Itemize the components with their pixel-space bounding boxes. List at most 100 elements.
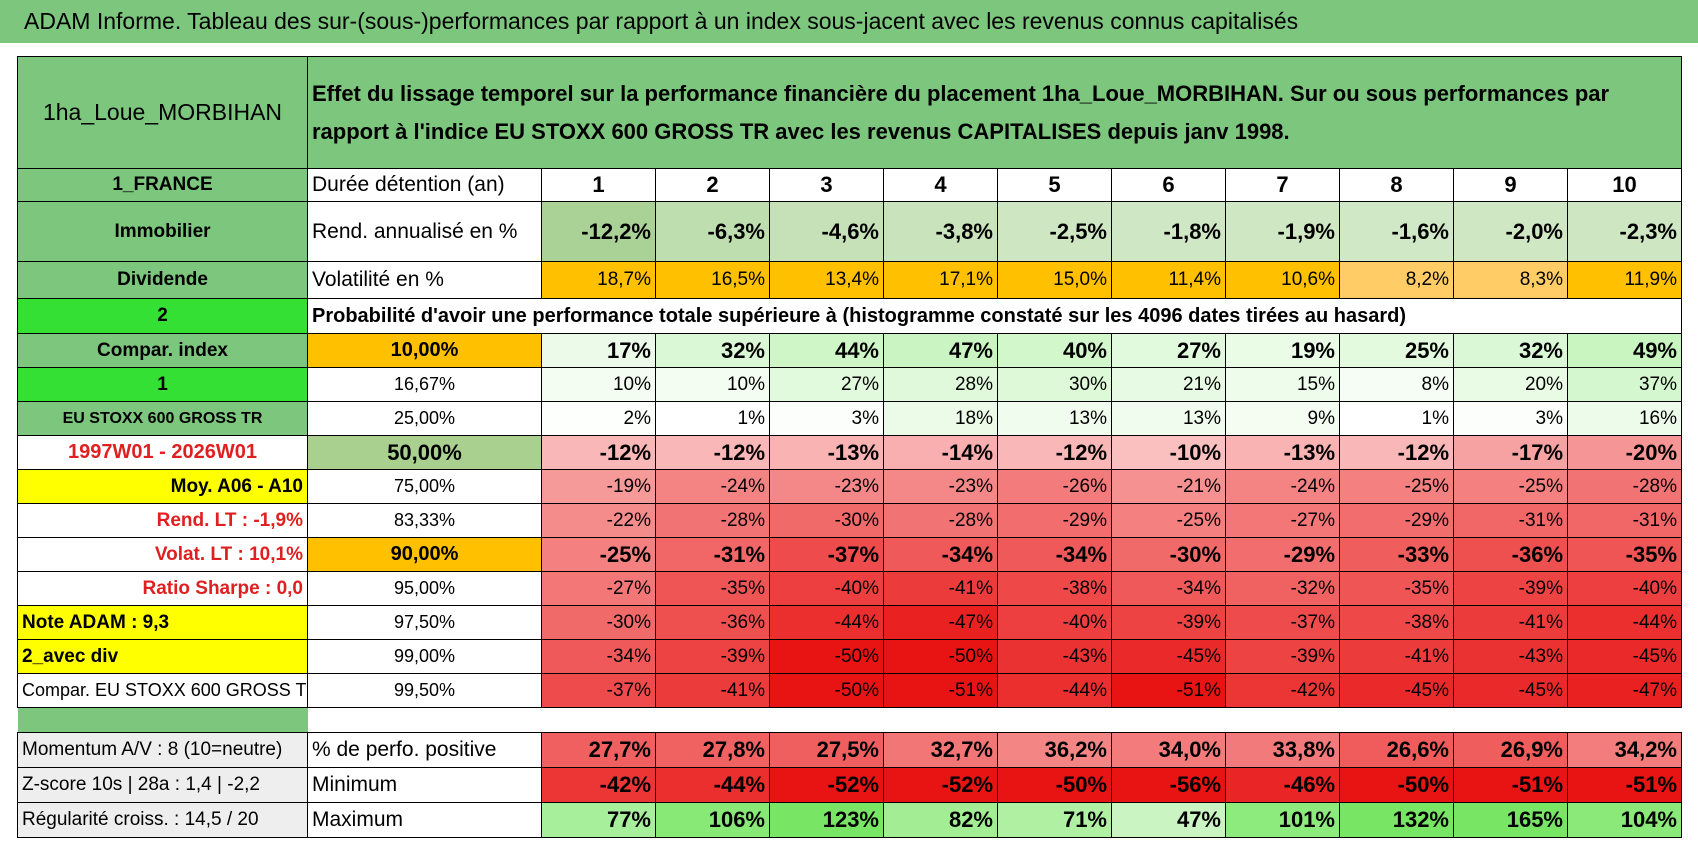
cell: 1%: [1339, 401, 1454, 436]
cell: -40%: [997, 605, 1112, 640]
cell: -44%: [997, 673, 1112, 708]
row-header: 97,50%: [307, 605, 542, 640]
cell: -21%: [1111, 469, 1226, 504]
cell: 13%: [1111, 401, 1226, 436]
cell: -13%: [1225, 435, 1340, 470]
cell: -40%: [1567, 571, 1682, 606]
cell: 17,1%: [883, 261, 998, 299]
cell: -45%: [1339, 673, 1454, 708]
cell: 106%: [655, 802, 770, 838]
table-row: EU STOXX 600 GROSS TR 25,00% 2% 1% 3% 18% 13% 1…: [17, 401, 1682, 436]
cell: 104%: [1567, 802, 1682, 838]
table-row: Dividende Volatilité en % 18,7% 16,5% 13,4% 1…: [17, 261, 1682, 299]
row-header: 99,50%: [307, 673, 542, 708]
cell: 44%: [769, 333, 884, 368]
cell: -24%: [1225, 469, 1340, 504]
cell: 7: [1225, 168, 1340, 202]
cell: -30%: [1111, 537, 1226, 572]
table-row: 1_FRANCE Durée détention (an) 1 2 3 4 5 6 7 8 9 10: [17, 168, 1682, 202]
cell: 32%: [655, 333, 770, 368]
table-row: Ratio Sharpe : 0,0 95,00% -27% -35% -40% -41%…: [17, 571, 1682, 606]
cell: -31%: [1567, 503, 1682, 538]
cell: 19%: [1225, 333, 1340, 368]
cell: -23%: [769, 469, 884, 504]
title-bar: ADAM Informe. Tableau des sur-(sous-)per…: [0, 0, 1698, 43]
cell: -35%: [655, 571, 770, 606]
cell: -45%: [1111, 639, 1226, 674]
row-header: Durée détention (an): [307, 168, 542, 202]
cell: -52%: [883, 767, 998, 803]
row-header: 99,00%: [307, 639, 542, 674]
cell: 9: [1453, 168, 1568, 202]
table-row: Immobilier Rend. annualisé en % -12,2% -6,3…: [17, 201, 1682, 262]
cell: -27%: [541, 571, 656, 606]
row-header: Volatilité en %: [307, 261, 542, 299]
cell: -6,3%: [655, 201, 770, 262]
cell: 2%: [541, 401, 656, 436]
row-header: % de perfo. positive: [307, 732, 542, 768]
cell: 82%: [883, 802, 998, 838]
cell: 47%: [883, 333, 998, 368]
cell: -39%: [1111, 605, 1226, 640]
row-header: Maximum: [307, 802, 542, 838]
cell: 10%: [541, 367, 656, 402]
cell: 18%: [883, 401, 998, 436]
cell: 101%: [1225, 802, 1340, 838]
cell: -24%: [655, 469, 770, 504]
row-header: Rend. annualisé en %: [307, 201, 542, 262]
table-row: Moy. A06 - A10 75,00% -19% -24% -23% -23% -26%…: [17, 469, 1682, 504]
cell: -19%: [541, 469, 656, 504]
cell: -41%: [883, 571, 998, 606]
cell: -2,3%: [1567, 201, 1682, 262]
cell: -51%: [1567, 767, 1682, 803]
spacer: [307, 707, 1682, 733]
spacer-row: [17, 707, 1682, 733]
cell: -22%: [541, 503, 656, 538]
cell: 27,7%: [541, 732, 656, 768]
cell: 20%: [1453, 367, 1568, 402]
table-row: Rend. LT : -1,9% 83,33% -22% -28% -30% -28% -2…: [17, 503, 1682, 538]
cell: -56%: [1111, 767, 1226, 803]
cell: -39%: [655, 639, 770, 674]
cell: -50%: [769, 673, 884, 708]
row-label: Z-score 10s | 28a : 1,4 | -2,2: [17, 767, 308, 803]
table-row: 2_avec div 99,00% -34% -39% -50% -50% -43% -45%…: [17, 639, 1682, 674]
table-row: Compar. index 10,00% 17% 32% 44% 47% 40% 27% 19%…: [17, 333, 1682, 368]
cell: -2,0%: [1453, 201, 1568, 262]
cell: 132%: [1339, 802, 1454, 838]
row-label: 2: [17, 298, 308, 334]
cell: -20%: [1567, 435, 1682, 470]
row-label: Immobilier: [17, 201, 308, 262]
cell: -25%: [1453, 469, 1568, 504]
cell: -40%: [769, 571, 884, 606]
cell: -38%: [997, 571, 1112, 606]
row-header: 95,00%: [307, 571, 542, 606]
cell: -33%: [1339, 537, 1454, 572]
cell: -36%: [1453, 537, 1568, 572]
cell: 25%: [1339, 333, 1454, 368]
row-label: Rend. LT : -1,9%: [17, 503, 308, 538]
cell: -12%: [997, 435, 1112, 470]
cell: -38%: [1339, 605, 1454, 640]
cell: -51%: [883, 673, 998, 708]
cell: -34%: [1111, 571, 1226, 606]
row-header: 10,00%: [307, 333, 542, 368]
cell: 11,9%: [1567, 261, 1682, 299]
cell: 10,6%: [1225, 261, 1340, 299]
row-label: Momentum A/V : 8 (10=neutre): [17, 732, 308, 768]
cell: -28%: [655, 503, 770, 538]
cell: 2: [655, 168, 770, 202]
cell: 10: [1567, 168, 1682, 202]
spacer: [17, 707, 308, 733]
description: Effet du lissage temporel sur la perform…: [307, 56, 1682, 169]
cell: -41%: [655, 673, 770, 708]
cell: 34,2%: [1567, 732, 1682, 768]
cell: -30%: [769, 503, 884, 538]
cell: 8: [1339, 168, 1454, 202]
cell: -12%: [1339, 435, 1454, 470]
cell: -1,9%: [1225, 201, 1340, 262]
cell: -41%: [1453, 605, 1568, 640]
row-label: Dividende: [17, 261, 308, 299]
cell: -12,2%: [541, 201, 656, 262]
cell: -50%: [883, 639, 998, 674]
